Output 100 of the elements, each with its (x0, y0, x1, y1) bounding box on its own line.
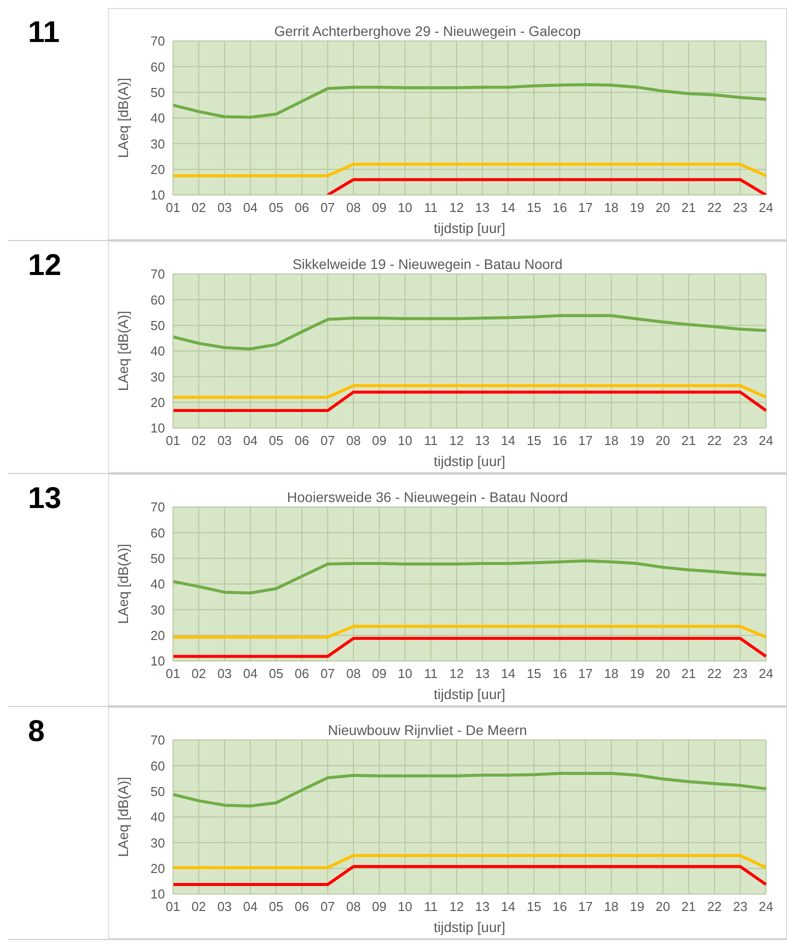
y-tick-label: 70 (150, 732, 165, 748)
x-tick-label: 21 (681, 666, 696, 682)
y-tick-label: 40 (150, 810, 165, 825)
x-tick-label: 21 (681, 200, 696, 216)
y-tick-label: 30 (150, 136, 165, 152)
x-tick-label: 24 (758, 433, 774, 448)
y-tick-label: 60 (150, 525, 165, 540)
chart-title: Hooiersweide 36 - Nieuwegein - Batau Noord (287, 489, 568, 505)
x-tick-label: 22 (707, 200, 722, 216)
y-tick-label: 10 (150, 886, 165, 902)
x-tick-label: 21 (681, 433, 696, 448)
x-tick-label: 10 (398, 433, 412, 448)
chart-title: Gerrit Achterberghove 29 - Nieuwegein - Galecop (274, 23, 581, 39)
line-series (172, 314, 768, 350)
x-tick-label: 19 (630, 433, 644, 448)
x-tick-label: 03 (217, 433, 232, 448)
y-tick-label: 20 (150, 860, 165, 876)
x-tick-label: 09 (372, 433, 386, 448)
x-tick-label: 07 (320, 433, 335, 448)
x-tick-label: 01 (166, 200, 180, 216)
x-tick-label: 12 (449, 899, 464, 914)
x-tick-label: 23 (732, 200, 748, 216)
x-tick-label: 17 (578, 433, 593, 448)
line-series (172, 772, 768, 808)
x-tick-label: 10 (398, 899, 412, 914)
x-tick-label: 11 (424, 433, 438, 448)
x-tick-label: 03 (217, 899, 232, 914)
x-tick-label: 07 (320, 200, 335, 216)
y-tick-label: 10 (150, 420, 165, 436)
y-axis-title: LAeq [dB(A)] (114, 776, 131, 857)
x-tick-label: 05 (268, 433, 284, 448)
y-tick-label: 50 (150, 550, 165, 566)
x-tick-label: 08 (346, 666, 361, 682)
x-tick-label: 05 (268, 666, 284, 682)
y-tick-label: 50 (150, 84, 165, 100)
x-tick-label: 07 (320, 899, 335, 914)
y-tick-label: 30 (150, 602, 165, 618)
x-tick-label: 19 (630, 899, 644, 914)
x-tick-label: 08 (346, 200, 361, 216)
x-tick-label: 05 (268, 899, 284, 914)
x-tick-label: 18 (604, 899, 619, 914)
x-tick-label: 22 (707, 433, 722, 448)
y-axis-title: LAeq [dB(A)] (114, 544, 131, 624)
x-tick-label: 14 (500, 433, 516, 448)
x-tick-label: 22 (707, 899, 722, 914)
x-tick-label: 15 (526, 666, 542, 682)
y-tick-label: 40 (150, 110, 165, 126)
x-tick-label: 22 (707, 666, 722, 682)
x-tick-label: 20 (656, 666, 670, 682)
x-tick-label: 24 (758, 899, 774, 914)
x-tick-label: 03 (217, 200, 232, 216)
x-tick-label: 11 (424, 899, 438, 914)
x-axis-title: tijdstip [uur] (434, 453, 506, 469)
x-tick-label: 19 (630, 200, 644, 216)
y-tick-label: 50 (150, 784, 165, 799)
x-tick-label: 06 (294, 899, 310, 914)
y-tick-label: 30 (150, 835, 165, 850)
text: 8 (28, 715, 45, 749)
x-tick-label: 02 (192, 433, 206, 448)
x-tick-label: 16 (552, 200, 567, 216)
y-tick-label: 70 (150, 34, 165, 49)
y-tick-label: 20 (150, 394, 165, 410)
y-tick-label: 10 (150, 654, 165, 669)
x-tick-label: 12 (449, 433, 464, 448)
y-tick-label: 20 (150, 162, 165, 177)
x-tick-label: 16 (552, 666, 567, 682)
line-series (172, 559, 768, 594)
x-tick-label: 02 (192, 666, 206, 682)
x-tick-label: 15 (526, 200, 542, 216)
x-tick-label: 04 (243, 666, 258, 682)
x-tick-label: 10 (398, 200, 412, 216)
x-tick-label: 07 (320, 666, 335, 682)
x-tick-label: 06 (294, 666, 310, 682)
x-tick-label: 02 (192, 200, 206, 216)
y-tick-label: 30 (150, 369, 165, 384)
x-tick-label: 08 (346, 899, 361, 914)
y-tick-label: 40 (150, 344, 165, 359)
y-axis-title: LAeq [dB(A)] (114, 310, 131, 391)
x-tick-label: 17 (578, 200, 593, 216)
x-axis-title: tijdstip [uur] (434, 919, 506, 935)
y-axis-title: LAeq [dB(A)] (114, 78, 131, 158)
x-tick-label: 09 (372, 666, 386, 682)
x-tick-label: 09 (372, 200, 386, 216)
x-tick-label: 20 (656, 899, 670, 914)
x-tick-label: 18 (604, 666, 619, 682)
x-tick-label: 09 (372, 899, 386, 914)
x-tick-label: 13 (475, 433, 490, 448)
x-tick-label: 05 (268, 200, 284, 216)
x-tick-label: 06 (294, 433, 310, 448)
x-axis-title: tijdstip [uur] (434, 686, 506, 702)
text: 12 (28, 249, 62, 283)
x-tick-label: 19 (630, 666, 644, 682)
y-tick-label: 60 (150, 59, 165, 74)
x-tick-label: 16 (552, 433, 567, 448)
x-tick-label: 08 (346, 433, 361, 448)
x-tick-label: 01 (166, 433, 180, 448)
x-tick-label: 13 (475, 666, 490, 682)
x-tick-label: 15 (526, 433, 542, 448)
x-tick-label: 03 (217, 666, 232, 682)
x-tick-label: 18 (604, 433, 619, 448)
